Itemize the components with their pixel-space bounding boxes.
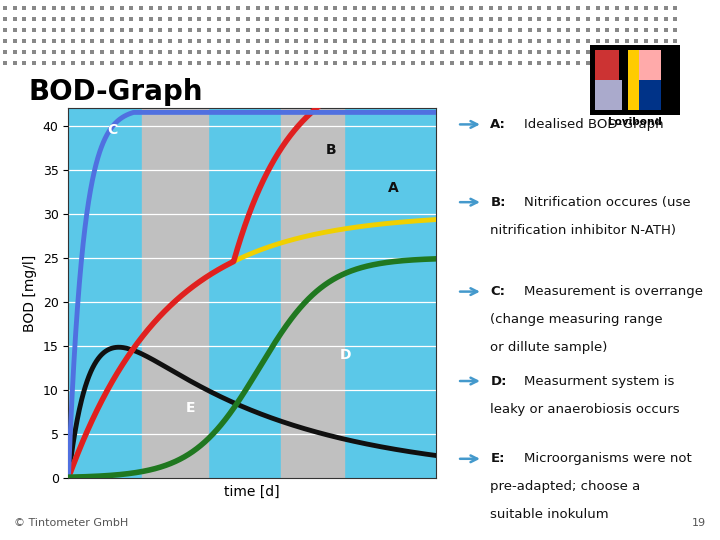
Text: or dillute sample): or dillute sample) xyxy=(490,341,608,354)
Bar xyxy=(595,50,619,80)
Text: Lovibond: Lovibond xyxy=(608,117,662,127)
Text: C:: C: xyxy=(490,285,505,298)
Text: Microorganisms were not: Microorganisms were not xyxy=(523,453,691,465)
Text: (change measuring range: (change measuring range xyxy=(490,313,663,326)
Text: E:: E: xyxy=(490,453,505,465)
Text: nitrification inhibitor N-ATH): nitrification inhibitor N-ATH) xyxy=(490,224,676,237)
Text: Measurement is overrange: Measurement is overrange xyxy=(523,285,703,298)
Bar xyxy=(282,108,344,478)
Text: B: B xyxy=(325,143,336,157)
Text: A:: A: xyxy=(490,118,506,131)
Text: C: C xyxy=(107,124,117,137)
Bar xyxy=(142,108,208,478)
Text: A: A xyxy=(388,181,399,194)
Text: © Tintometer GmbH: © Tintometer GmbH xyxy=(14,518,129,528)
Bar xyxy=(639,50,661,80)
Bar xyxy=(628,50,639,80)
Bar xyxy=(590,45,680,115)
Text: D:: D: xyxy=(490,375,507,388)
Text: Idealised BOD-Graph: Idealised BOD-Graph xyxy=(523,118,663,131)
Y-axis label: BOD [mg/l]: BOD [mg/l] xyxy=(23,254,37,332)
Text: Nitrification occures (use: Nitrification occures (use xyxy=(523,195,690,208)
Bar xyxy=(639,80,661,110)
Text: suitable inokulum: suitable inokulum xyxy=(490,508,609,521)
Text: E: E xyxy=(186,401,195,415)
Text: Measurment system is: Measurment system is xyxy=(523,375,674,388)
Text: BOD-Graph: BOD-Graph xyxy=(29,78,203,106)
Text: pre-adapted; choose a: pre-adapted; choose a xyxy=(490,480,641,493)
Text: D: D xyxy=(340,348,351,362)
Text: B:: B: xyxy=(490,195,506,208)
Bar xyxy=(628,80,639,110)
Text: leaky or anaerobiosis occurs: leaky or anaerobiosis occurs xyxy=(490,402,680,415)
Text: 19: 19 xyxy=(691,518,706,528)
Bar xyxy=(595,80,622,110)
X-axis label: time [d]: time [d] xyxy=(224,485,280,499)
